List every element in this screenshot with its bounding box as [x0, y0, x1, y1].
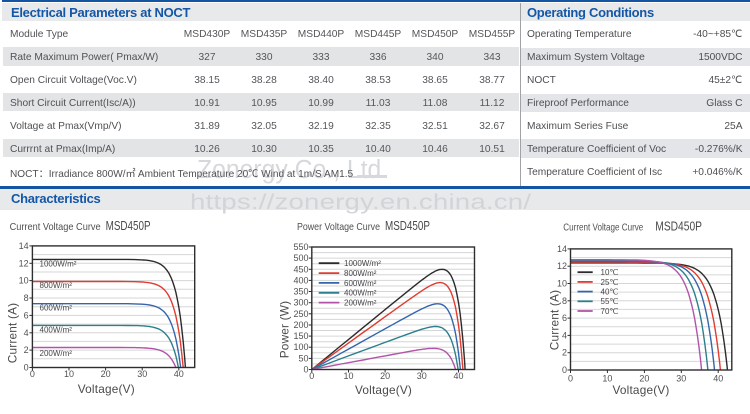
- svg-text:350: 350: [293, 287, 308, 297]
- svg-text:400W/m²: 400W/m²: [344, 289, 377, 298]
- svg-text:10: 10: [64, 369, 74, 379]
- svg-text:2: 2: [24, 345, 29, 355]
- svg-text:100: 100: [293, 342, 308, 352]
- svg-text:70℃: 70℃: [601, 307, 619, 316]
- svg-text:10: 10: [343, 371, 353, 381]
- svg-text:MSD450P: MSD450P: [655, 220, 702, 234]
- svg-text:1000W/m²: 1000W/m²: [344, 259, 381, 268]
- svg-text:MSD450P: MSD450P: [385, 219, 430, 233]
- svg-text:20: 20: [101, 369, 111, 379]
- svg-text:8: 8: [562, 296, 567, 306]
- svg-text:200: 200: [293, 320, 308, 330]
- svg-text:40: 40: [453, 371, 463, 381]
- svg-text:0: 0: [309, 371, 314, 381]
- svg-text:30: 30: [417, 371, 427, 381]
- svg-text:250: 250: [293, 309, 308, 319]
- svg-text:Voltage(V): Voltage(V): [612, 383, 669, 397]
- svg-text:12: 12: [19, 258, 29, 268]
- svg-text:150: 150: [293, 331, 308, 341]
- svg-text:14: 14: [19, 241, 29, 251]
- svg-text:2: 2: [562, 348, 567, 358]
- svg-text:8: 8: [24, 293, 29, 303]
- svg-text:50: 50: [298, 353, 308, 363]
- svg-text:300: 300: [293, 298, 308, 308]
- svg-text:6: 6: [562, 313, 567, 323]
- svg-text:600W/m²: 600W/m²: [344, 279, 377, 288]
- svg-text:4: 4: [562, 330, 567, 340]
- svg-text:40: 40: [713, 374, 723, 384]
- svg-text:12: 12: [557, 261, 567, 271]
- svg-text:800W/m²: 800W/m²: [40, 281, 73, 290]
- svg-text:450: 450: [293, 264, 308, 274]
- svg-text:400W/m²: 400W/m²: [40, 325, 73, 334]
- svg-text:10: 10: [19, 276, 29, 286]
- svg-text:0: 0: [30, 369, 35, 379]
- svg-text:Current Voltage Curve: Current Voltage Curve: [563, 223, 643, 234]
- svg-text:25℃: 25℃: [601, 278, 619, 287]
- svg-text:0: 0: [568, 374, 573, 384]
- svg-text:6: 6: [24, 310, 29, 320]
- svg-text:400: 400: [293, 275, 308, 285]
- svg-text:4: 4: [24, 328, 29, 338]
- svg-text:20: 20: [380, 371, 390, 381]
- svg-text:0: 0: [562, 365, 567, 375]
- svg-text:500: 500: [293, 253, 308, 263]
- svg-text:40: 40: [174, 369, 184, 379]
- svg-text:10℃: 10℃: [601, 268, 619, 277]
- svg-text:Power Voltage Curve: Power Voltage Curve: [297, 222, 380, 233]
- svg-text:30: 30: [137, 369, 147, 379]
- svg-text:MSD450P: MSD450P: [106, 219, 151, 233]
- svg-text:800W/m²: 800W/m²: [344, 269, 377, 278]
- svg-text:Current (A): Current (A): [548, 290, 562, 351]
- svg-text:550: 550: [293, 242, 308, 252]
- svg-text:Voltage(V): Voltage(V): [78, 382, 135, 396]
- svg-text:55℃: 55℃: [601, 297, 619, 306]
- svg-text:200W/m²: 200W/m²: [40, 349, 73, 358]
- svg-text:10: 10: [557, 279, 567, 289]
- svg-text:10: 10: [602, 374, 612, 384]
- svg-text:200W/m²: 200W/m²: [344, 299, 377, 308]
- svg-text:1000W/m²: 1000W/m²: [40, 260, 77, 269]
- svg-text:Voltage(V): Voltage(V): [355, 383, 412, 397]
- svg-text:20: 20: [639, 374, 649, 384]
- svg-text:0: 0: [303, 365, 308, 375]
- svg-text:Power (W): Power (W): [277, 301, 291, 359]
- svg-text:14: 14: [557, 244, 567, 254]
- svg-text:600W/m²: 600W/m²: [40, 303, 73, 312]
- svg-text:Current Voltage Curve: Current Voltage Curve: [10, 222, 101, 233]
- svg-text:30: 30: [676, 374, 686, 384]
- svg-text:0: 0: [24, 363, 29, 373]
- svg-text:40℃: 40℃: [601, 288, 619, 297]
- svg-text:Current (A): Current (A): [6, 303, 20, 364]
